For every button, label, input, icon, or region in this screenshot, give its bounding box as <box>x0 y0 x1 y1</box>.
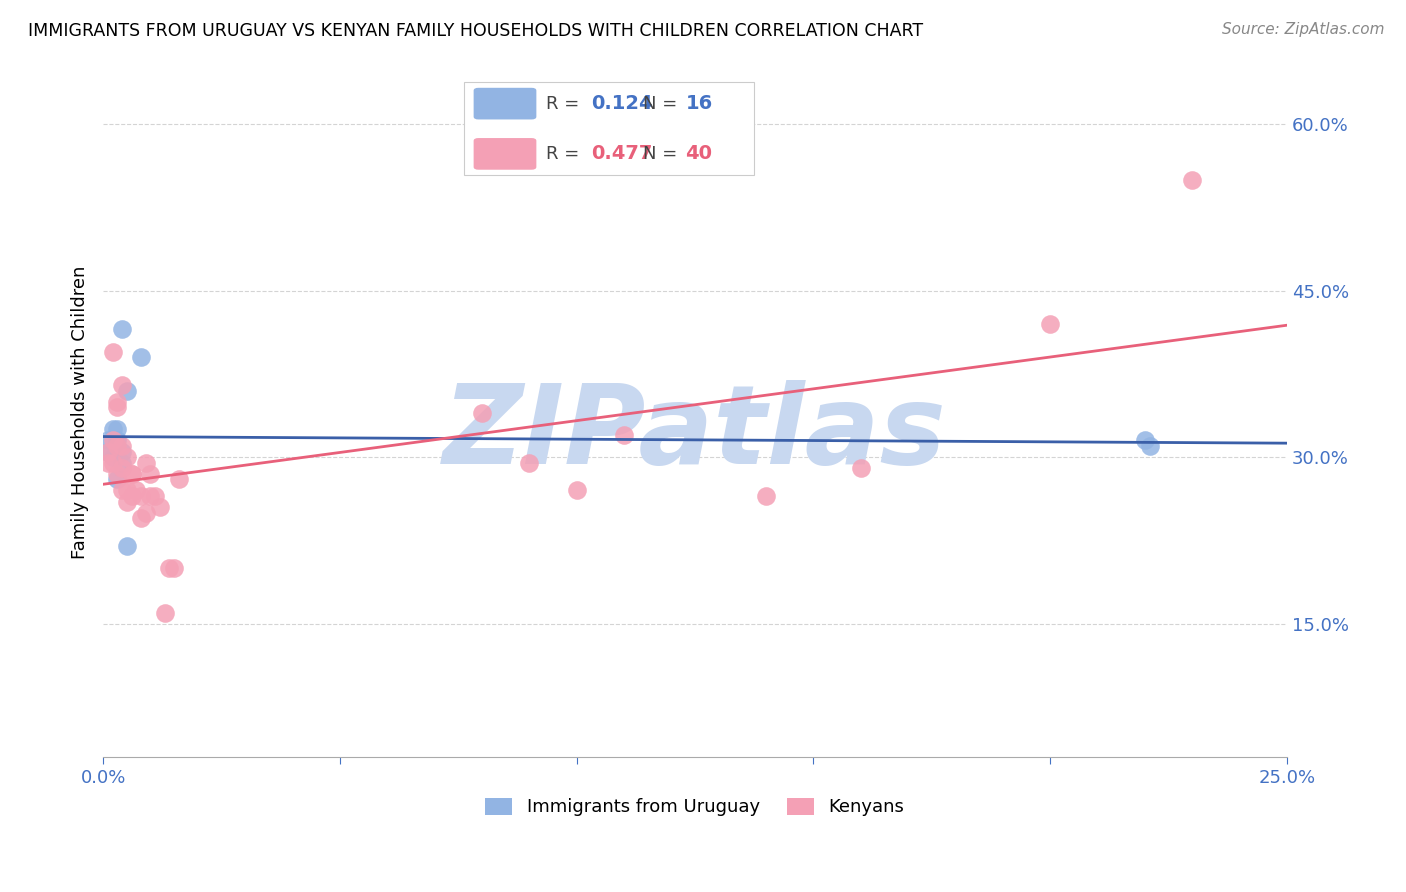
Point <box>97 456 120 470</box>
FancyBboxPatch shape <box>464 82 754 175</box>
Text: ZIPatlas: ZIPatlas <box>443 380 946 487</box>
Text: R =: R = <box>546 95 585 112</box>
Point <box>149 500 172 515</box>
Point <box>111 439 134 453</box>
Text: N =: N = <box>643 95 683 112</box>
Point <box>121 467 143 481</box>
Point <box>115 494 138 508</box>
Point <box>101 434 124 448</box>
Point <box>105 467 128 481</box>
Point <box>111 483 134 498</box>
Point <box>129 511 152 525</box>
Point <box>129 489 152 503</box>
Text: 0.477: 0.477 <box>591 145 652 163</box>
Point <box>105 439 128 453</box>
Point <box>1181 172 1204 186</box>
FancyBboxPatch shape <box>474 87 536 120</box>
Point <box>101 456 124 470</box>
Legend: Immigrants from Uruguay, Kenyans: Immigrants from Uruguay, Kenyans <box>478 790 911 823</box>
Y-axis label: Family Households with Children: Family Households with Children <box>72 266 89 559</box>
Text: R =: R = <box>546 145 585 163</box>
Text: IMMIGRANTS FROM URUGUAY VS KENYAN FAMILY HOUSEHOLDS WITH CHILDREN CORRELATION CH: IMMIGRANTS FROM URUGUAY VS KENYAN FAMILY… <box>28 22 924 40</box>
Point <box>121 489 143 503</box>
Text: 16: 16 <box>686 95 713 113</box>
Point <box>755 489 778 503</box>
Point <box>111 461 134 475</box>
Point <box>105 422 128 436</box>
Point <box>115 384 138 398</box>
Point <box>565 483 588 498</box>
FancyBboxPatch shape <box>474 138 536 169</box>
Point <box>157 561 180 575</box>
Point <box>105 434 128 448</box>
Point <box>471 406 494 420</box>
Point <box>139 467 162 481</box>
Point <box>125 483 148 498</box>
Point <box>129 350 152 364</box>
Text: 40: 40 <box>686 145 713 163</box>
Point <box>163 561 186 575</box>
Point <box>121 467 143 481</box>
Point <box>111 378 134 392</box>
Point <box>97 434 120 448</box>
Point <box>135 506 157 520</box>
Point <box>167 472 190 486</box>
Point <box>135 456 157 470</box>
Point <box>1139 439 1161 453</box>
Point <box>153 606 176 620</box>
Point <box>105 400 128 414</box>
Point <box>97 444 120 458</box>
Point <box>115 483 138 498</box>
Point <box>1039 317 1062 331</box>
Point <box>101 450 124 465</box>
Point <box>139 489 162 503</box>
Point <box>111 456 134 470</box>
Point <box>1133 434 1156 448</box>
Point <box>111 322 134 336</box>
Point <box>115 539 138 553</box>
Point <box>101 422 124 436</box>
Point <box>115 450 138 465</box>
Text: 0.124: 0.124 <box>591 95 652 113</box>
Text: N =: N = <box>643 145 683 163</box>
Point <box>111 444 134 458</box>
Point <box>613 428 636 442</box>
Point <box>105 472 128 486</box>
Point <box>97 444 120 458</box>
Point <box>101 344 124 359</box>
Point <box>517 456 540 470</box>
Point <box>849 461 872 475</box>
Point <box>143 489 166 503</box>
Text: Source: ZipAtlas.com: Source: ZipAtlas.com <box>1222 22 1385 37</box>
Point <box>105 394 128 409</box>
Point <box>105 439 128 453</box>
